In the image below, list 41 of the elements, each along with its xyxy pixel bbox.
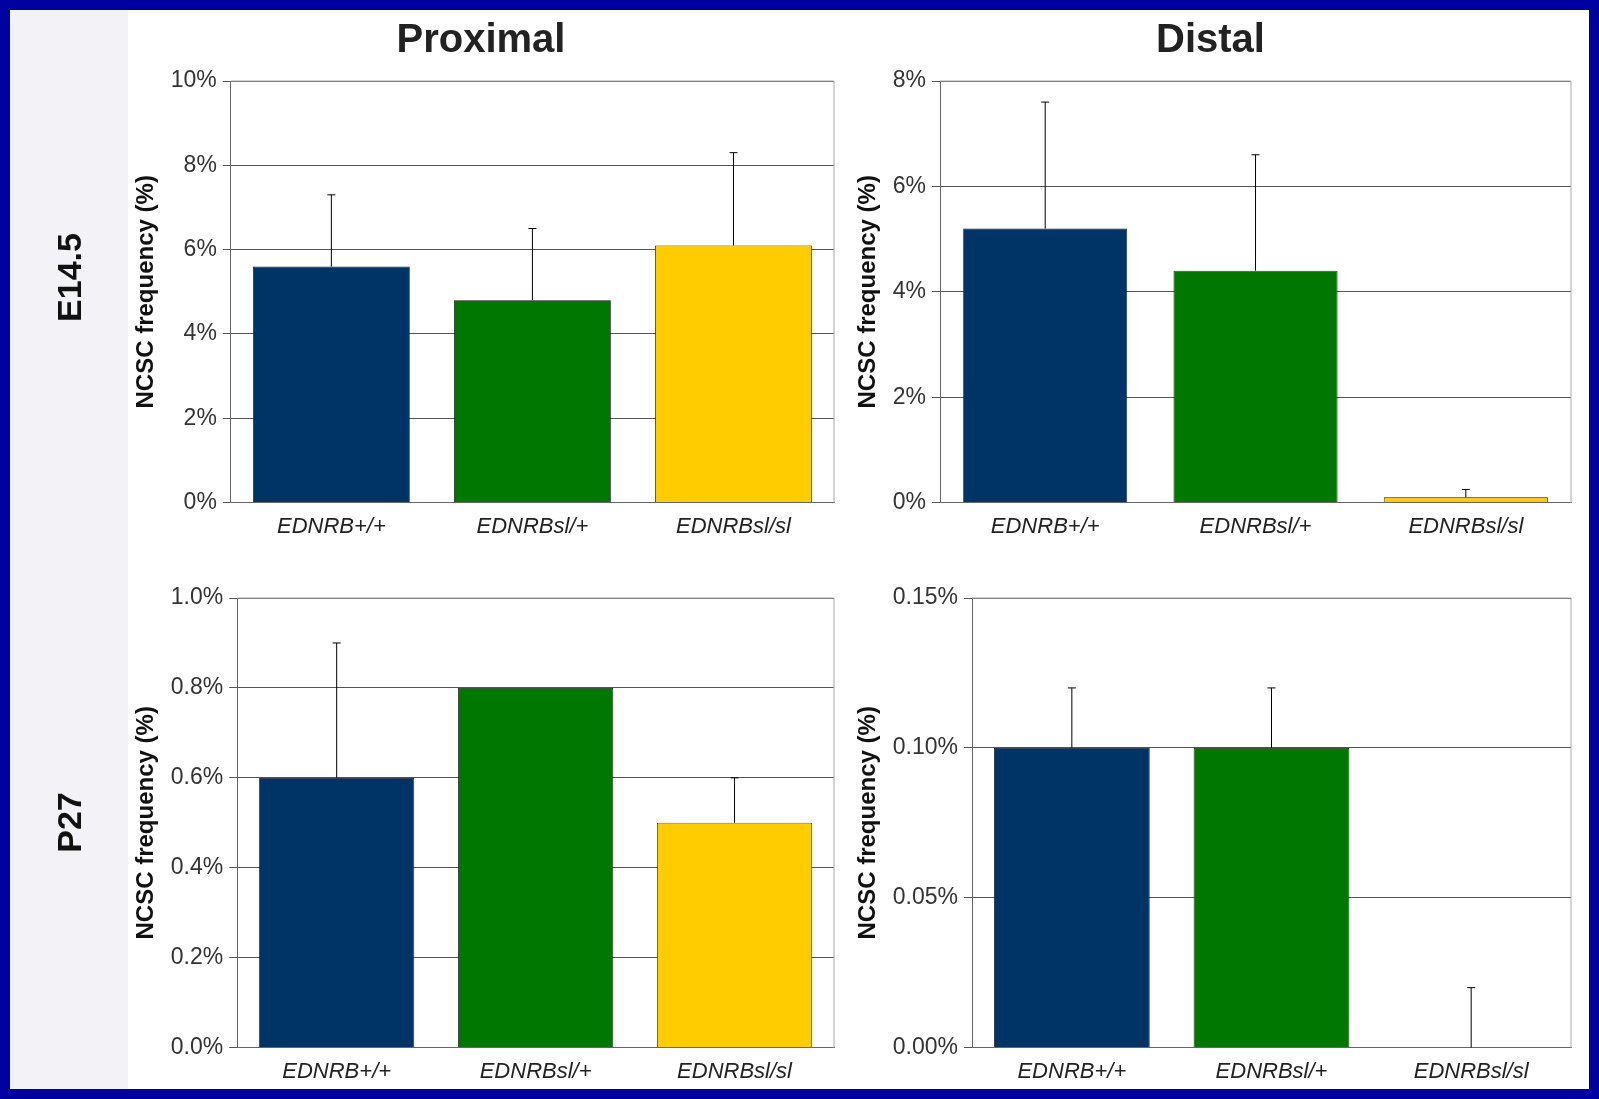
chart-title: Proximal xyxy=(396,15,566,60)
chart-title: Distal xyxy=(1156,15,1265,60)
y-axis-title: NCSC frequency (%) xyxy=(853,174,881,408)
y-tick-label: 8% xyxy=(892,65,927,92)
y-tick-label: 0.15% xyxy=(892,582,959,609)
y-tick-label: 0.4% xyxy=(170,852,224,879)
y-tick-label: 0.10% xyxy=(892,732,959,759)
x-tick-label: EDNRB+/+ xyxy=(282,1057,392,1083)
x-tick-label: EDNRBsl/+ xyxy=(1199,512,1312,538)
x-tick-label: EDNRB+/+ xyxy=(1017,1057,1127,1083)
x-tick-label: EDNRBsl/+ xyxy=(1215,1057,1328,1083)
x-tick-label: EDNRBsl/sl xyxy=(1413,1057,1530,1083)
y-tick-label: 0.00% xyxy=(892,1032,959,1059)
x-tick-label: EDNRB+/+ xyxy=(276,512,386,538)
y-tick-label: 0.8% xyxy=(170,672,224,699)
y-tick-label: 6% xyxy=(183,234,217,261)
text: E14.5 xyxy=(49,233,89,322)
y-axis-title: NCSC frequency (%) xyxy=(853,705,881,939)
y-axis-title: NCSC frequency (%) xyxy=(131,705,159,939)
x-tick-label: EDNRBsl/+ xyxy=(479,1057,592,1083)
y-tick-label: 8% xyxy=(183,150,217,177)
y-axis-title: NCSC frequency (%) xyxy=(131,174,159,408)
y-tick-label: 0% xyxy=(183,487,217,514)
y-tick-label: 6% xyxy=(892,171,927,198)
y-tick-label: 1.0% xyxy=(170,582,224,609)
x-tick-label: EDNRBsl/+ xyxy=(476,512,589,538)
y-tick-label: 4% xyxy=(183,318,217,345)
y-tick-label: 4% xyxy=(892,276,927,303)
x-tick-label: EDNRBsl/sl xyxy=(677,1057,794,1083)
y-tick-label: 2% xyxy=(892,382,927,409)
y-tick-label: 2% xyxy=(183,403,217,430)
text: P27 xyxy=(49,792,89,853)
x-tick-label: EDNRBsl/sl xyxy=(676,512,793,538)
y-tick-label: 0.05% xyxy=(892,882,959,909)
y-tick-label: 0.0% xyxy=(170,1032,224,1059)
y-tick-label: 0.2% xyxy=(170,942,224,969)
y-tick-label: 0.6% xyxy=(170,762,224,789)
y-tick-label: 0% xyxy=(892,487,927,514)
y-tick-label: 10% xyxy=(170,65,217,92)
x-tick-label: EDNRBsl/sl xyxy=(1408,512,1525,538)
x-tick-label: EDNRB+/+ xyxy=(990,512,1100,538)
